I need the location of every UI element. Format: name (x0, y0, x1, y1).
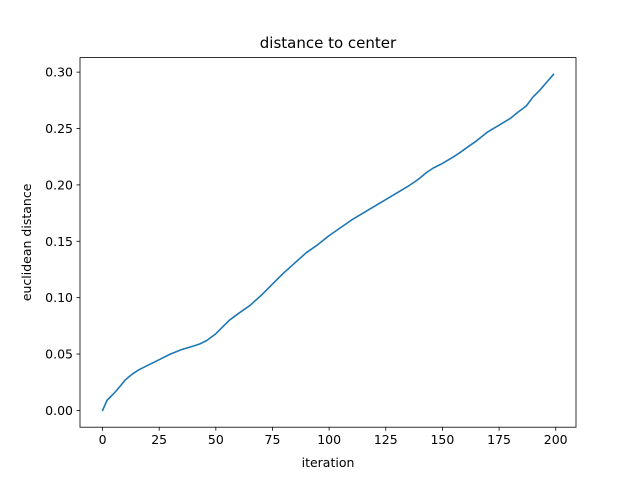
x-tick-label: 125 (374, 432, 398, 447)
y-tick-label: 0.10 (45, 290, 73, 305)
x-tick-label: 50 (208, 432, 224, 447)
y-tick-label: 0.05 (45, 347, 73, 362)
y-tick-label: 0.20 (45, 177, 73, 192)
chart-title: distance to center (260, 34, 397, 52)
series-line-0 (101, 73, 555, 412)
x-axis: 0 25 50 75 100 125 150 175 200 (99, 427, 568, 447)
x-tick-label: 100 (317, 432, 341, 447)
axes-frame (79, 57, 577, 428)
x-tick-label: 75 (265, 432, 281, 447)
x-tick-label: 200 (544, 432, 568, 447)
x-tick-label: 25 (151, 432, 167, 447)
x-tick-label: 175 (487, 432, 511, 447)
x-axis-label: iteration (302, 455, 355, 470)
y-tick-label: 0.00 (45, 403, 73, 418)
y-axis-label: euclidean distance (19, 183, 34, 301)
y-tick-label: 0.25 (45, 121, 73, 136)
x-tick-label: 0 (99, 432, 107, 447)
y-tick-label: 0.15 (45, 234, 73, 249)
x-tick-label: 150 (430, 432, 454, 447)
y-axis: 0.00 0.05 0.10 0.15 0.20 0.25 0.30 (45, 65, 80, 418)
y-tick-label: 0.30 (45, 65, 73, 80)
plot-content (101, 73, 555, 412)
